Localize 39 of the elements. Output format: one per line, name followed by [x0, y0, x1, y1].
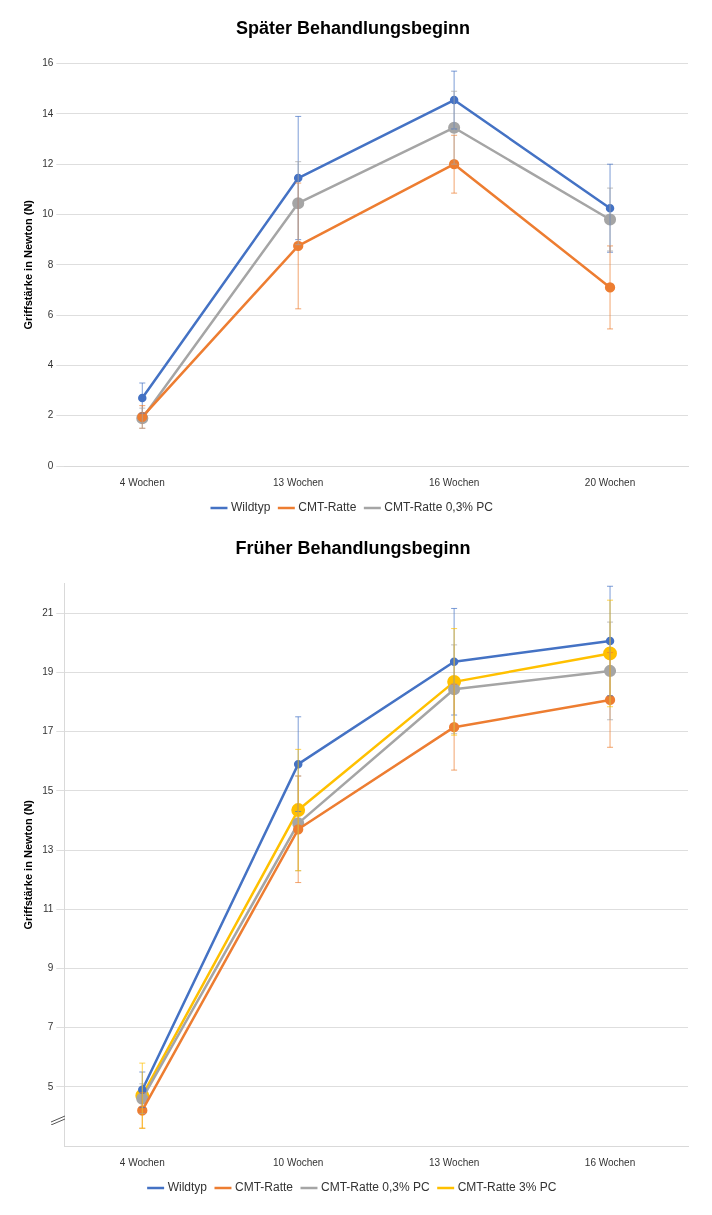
y-tick-label: 17	[42, 725, 54, 737]
y-tick-label: 16	[42, 57, 54, 69]
x-tick-label: 13 Wochen	[273, 476, 324, 488]
legend-label: CMT-Ratte	[298, 500, 357, 515]
x-tick-label: 4 Wochen	[119, 476, 165, 488]
y-tick-label: 12	[42, 157, 54, 169]
y-tick-label: 21	[42, 606, 54, 618]
y-tick-label: 6	[47, 308, 54, 320]
legend-label: Wildtyp	[230, 500, 271, 515]
y-tick-label: 13	[42, 843, 54, 855]
x-tick-label: 10 Wochen	[273, 1156, 324, 1168]
chart-title: Später Behandlungsbeginn	[235, 17, 471, 38]
y-axis-title: Griffstärke in Newton (N)	[21, 799, 34, 930]
x-tick-label: 13 Wochen	[428, 1156, 480, 1168]
y-tick-label: 8	[47, 258, 54, 270]
y-tick-label: 19	[42, 666, 54, 678]
y-tick-label: 0	[47, 459, 54, 471]
x-tick-label: 20 Wochen	[584, 476, 636, 488]
point	[138, 393, 147, 403]
x-tick-label: 16 Wochen	[584, 1156, 636, 1168]
y-tick-label: 10	[42, 208, 54, 220]
point	[292, 197, 305, 210]
y-tick-label: 7	[47, 1021, 54, 1033]
y-tick-label: 15	[42, 784, 54, 796]
chart-title: Früher Behandlungsbeginn	[235, 537, 471, 558]
y-tick-label: 2	[47, 409, 54, 421]
legend-label: Wildtyp	[167, 1180, 208, 1195]
y-axis-title: Griffstärke in Newton (N)	[21, 199, 34, 330]
legend-label: CMT-Ratte	[234, 1180, 294, 1195]
x-tick-label: 16 Wochen	[428, 476, 480, 488]
y-tick-label: 9	[47, 962, 54, 974]
legend-label: CMT-Ratte 0,3% PC	[384, 500, 494, 515]
y-tick-label: 14	[42, 107, 54, 119]
y-tick-label: 5	[47, 1080, 54, 1092]
legend-label: CMT-Ratte 3% PC	[457, 1180, 557, 1195]
x-tick-label: 4 Wochen	[119, 1156, 165, 1168]
legend-label: CMT-Ratte 0,3% PC	[320, 1180, 431, 1195]
y-tick-label: 11	[42, 902, 54, 914]
y-tick-label: 4	[47, 359, 54, 371]
